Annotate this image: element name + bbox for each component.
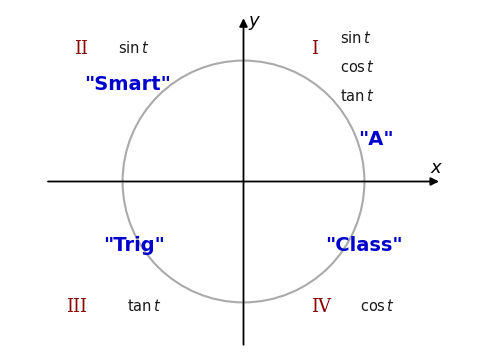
Text: $x$: $x$ (430, 159, 443, 177)
Text: IV: IV (311, 298, 331, 315)
Text: cos$\,t$: cos$\,t$ (359, 298, 395, 314)
Text: "Class": "Class" (326, 236, 403, 256)
Text: sin$\,t$: sin$\,t$ (118, 40, 150, 56)
Text: "A": "A" (358, 130, 393, 149)
Text: "Smart": "Smart" (84, 75, 171, 94)
Text: $y$: $y$ (248, 14, 262, 32)
Text: tan$\,t$: tan$\,t$ (340, 88, 375, 104)
Text: I: I (311, 40, 318, 58)
Text: II: II (74, 40, 88, 58)
Text: tan$\,t$: tan$\,t$ (128, 298, 162, 314)
Text: sin$\,t$: sin$\,t$ (340, 30, 372, 46)
Text: "Trig": "Trig" (103, 236, 165, 256)
Text: cos$\,t$: cos$\,t$ (340, 59, 375, 75)
Text: III: III (66, 298, 87, 315)
